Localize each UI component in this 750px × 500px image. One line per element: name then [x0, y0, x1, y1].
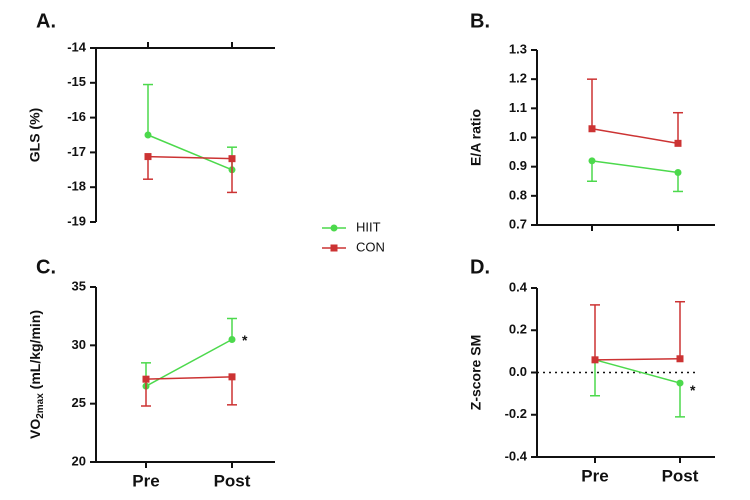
panel-label: B.: [470, 10, 490, 32]
y-tick-label: 0.7: [509, 216, 527, 231]
marker: [228, 155, 236, 163]
series-line: [147, 134, 233, 171]
y-tick-label: 0.8: [509, 187, 527, 202]
marker: [142, 375, 150, 383]
series-line: [594, 358, 681, 361]
marker: [588, 125, 596, 133]
x-tick-label: Pre: [132, 471, 159, 490]
legend-marker: [330, 224, 338, 232]
series-line: [591, 128, 679, 145]
annotation: *: [242, 332, 248, 348]
marker: [228, 373, 236, 381]
y-tick-label: 1.1: [509, 100, 527, 115]
y-axis-label: Z-score SM: [468, 335, 484, 410]
x-tick-label: Pre: [581, 466, 608, 485]
y-tick-label: 0.9: [509, 158, 527, 173]
y-tick-label: -15: [67, 74, 86, 89]
legend-label: CON: [356, 239, 385, 254]
y-tick-label: 0.0: [509, 364, 527, 379]
y-tick-label: 25: [72, 395, 86, 410]
y-tick-label: -0.2: [505, 406, 527, 421]
marker: [591, 356, 599, 364]
panel-label: C.: [36, 256, 56, 278]
y-tick-label: -17: [67, 144, 86, 159]
series-line: [591, 160, 679, 174]
legend-label: HIIT: [356, 219, 381, 234]
y-tick-label: 20: [72, 453, 86, 468]
legend-marker: [330, 244, 338, 252]
panel-label: D.: [470, 256, 490, 278]
y-axis-label: E/A ratio: [468, 109, 484, 166]
x-tick-label: Post: [662, 466, 699, 485]
series-line: [594, 359, 681, 384]
marker: [588, 157, 596, 165]
y-tick-label: -14: [67, 39, 87, 54]
marker: [676, 355, 684, 363]
series-line: [145, 376, 233, 380]
marker: [676, 379, 684, 387]
y-axis-label-part: (mL/kg/min): [27, 310, 43, 393]
panel-label: A.: [36, 10, 56, 32]
marker: [228, 336, 236, 343]
y-axis-label: GLS (%): [27, 108, 43, 162]
y-tick-label: 35: [72, 278, 86, 293]
marker: [144, 153, 152, 161]
y-tick-label: -16: [67, 109, 86, 124]
y-tick-label: 1.0: [509, 129, 527, 144]
y-tick-label: -19: [67, 213, 86, 228]
y-tick-label: 0.4: [509, 279, 528, 294]
y-axis-label-part: VO: [27, 419, 43, 439]
series-line: [147, 155, 233, 160]
x-tick-label: Post: [214, 471, 251, 490]
y-axis-label: VO2max (mL/kg/min): [27, 310, 46, 439]
y-tick-label: 1.2: [509, 71, 527, 86]
y-tick-label: 1.3: [509, 41, 527, 56]
y-tick-label: 0.2: [509, 322, 527, 337]
marker: [674, 169, 682, 176]
marker: [674, 139, 682, 147]
y-tick-label: 30: [72, 337, 86, 352]
annotation: *: [690, 382, 696, 398]
y-axis-label-part: 2max: [35, 393, 46, 419]
marker: [144, 131, 152, 139]
y-tick-label: -0.4: [505, 448, 528, 463]
y-tick-label: -18: [67, 179, 86, 194]
